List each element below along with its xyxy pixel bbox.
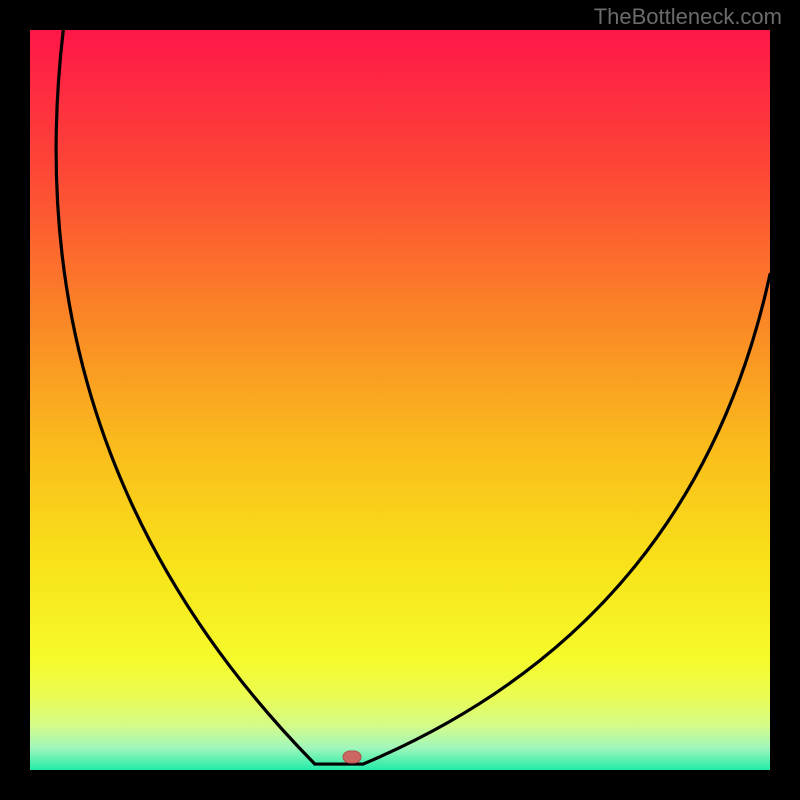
optimum-marker — [342, 751, 361, 764]
bottleneck-curve — [30, 30, 770, 770]
plot-area — [30, 30, 770, 770]
watermark-text: TheBottleneck.com — [594, 4, 782, 30]
